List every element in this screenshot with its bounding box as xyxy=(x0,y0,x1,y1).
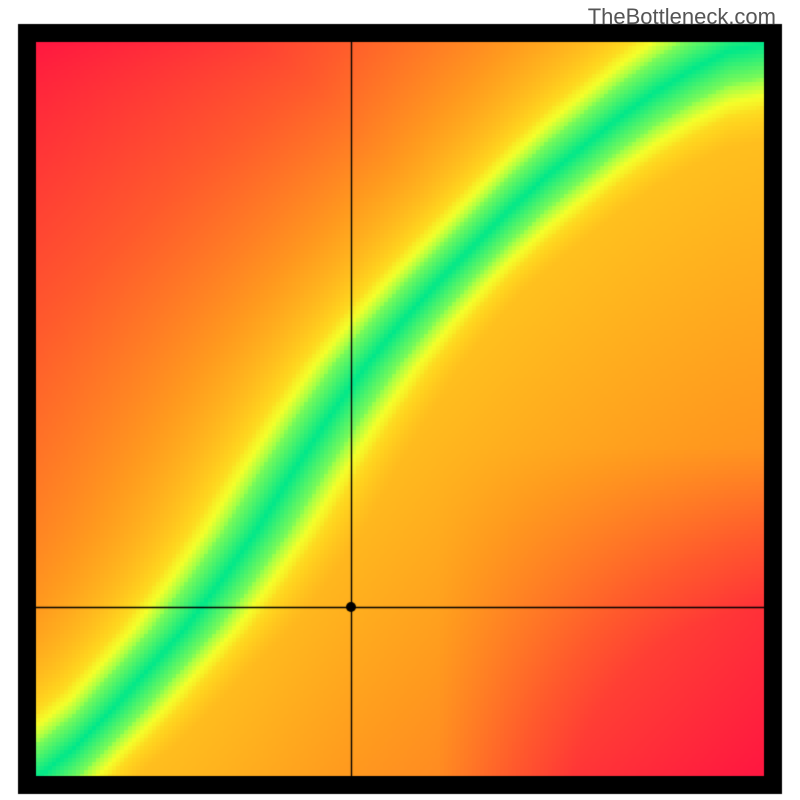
chart-container: TheBottleneck.com xyxy=(0,0,800,800)
watermark-label: TheBottleneck.com xyxy=(588,4,776,30)
heatmap-canvas xyxy=(0,0,800,800)
